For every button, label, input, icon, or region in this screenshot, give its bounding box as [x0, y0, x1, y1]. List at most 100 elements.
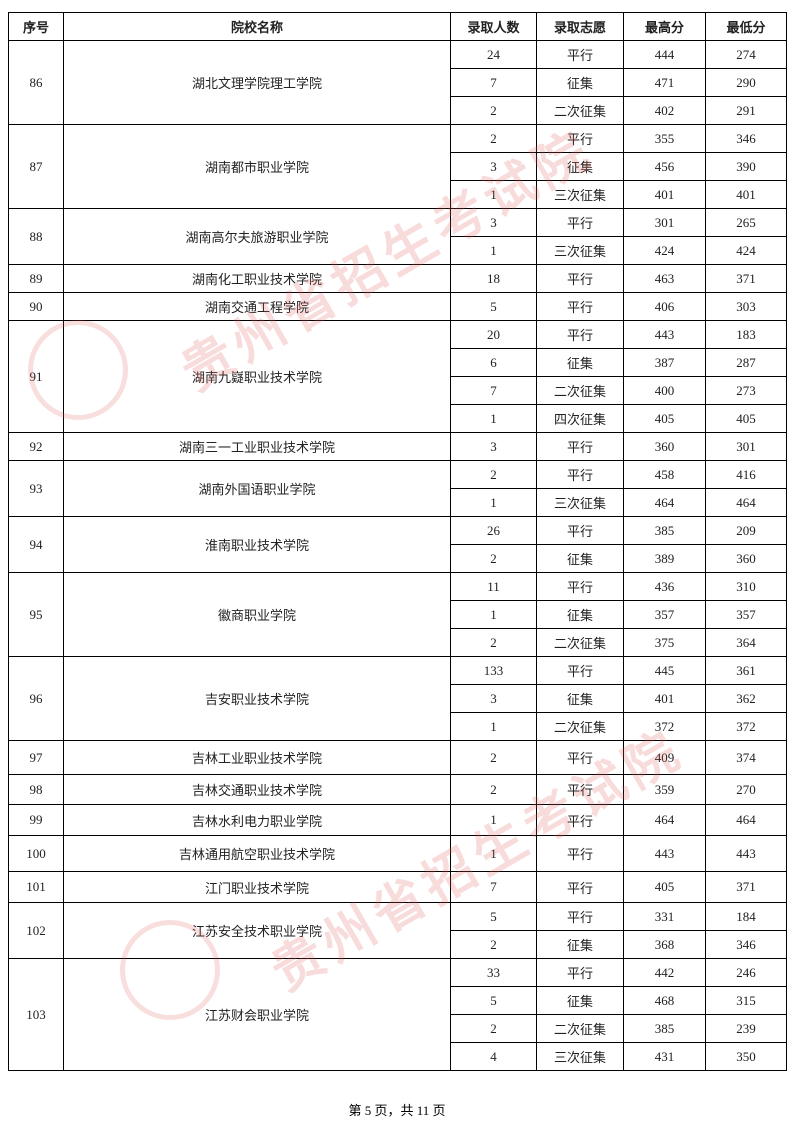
table-row: 98 吉林交通职业技术学院 2 平行 359 270	[8, 774, 787, 805]
admitted-count: 2	[450, 460, 537, 489]
table-row: 6 征集 387 287	[9, 348, 787, 377]
min-score: 464	[705, 488, 787, 517]
school-id: 96	[8, 656, 64, 741]
min-score: 315	[705, 986, 787, 1015]
table-row: 89 湖南化工职业技术学院 18 平行 463 371	[8, 264, 787, 293]
max-score: 406	[623, 292, 706, 321]
admission-round: 平行	[536, 958, 624, 987]
school-id: 99	[8, 804, 64, 836]
max-score: 405	[623, 871, 706, 903]
admitted-count: 20	[450, 320, 537, 349]
min-score: 301	[705, 432, 787, 461]
school-id: 89	[8, 264, 64, 293]
max-score: 368	[623, 930, 706, 959]
admission-round: 平行	[536, 572, 624, 601]
admission-round: 平行	[536, 432, 624, 461]
max-score: 355	[623, 124, 706, 153]
admission-round: 征集	[536, 348, 624, 377]
min-score: 291	[705, 96, 787, 125]
admitted-count: 7	[450, 376, 537, 405]
school-name: 淮南职业技术学院	[63, 516, 451, 573]
table-body: 86 湖北文理学院理工学院 24 平行 444 274 7 征集 471 290 2 二次征集 402 2…	[8, 40, 787, 1071]
table-row: 86 湖北文理学院理工学院 24 平行 444 274	[8, 40, 787, 125]
max-score: 402	[623, 96, 706, 125]
table-row: 102 江苏安全技术职业学院 5 平行 331 184	[8, 902, 787, 959]
school-name: 徽商职业学院	[63, 572, 451, 657]
max-score: 424	[623, 236, 706, 265]
min-score: 443	[705, 835, 787, 872]
admission-round: 平行	[536, 774, 624, 805]
table-row: 101 江门职业技术学院 7 平行 405 371	[8, 871, 787, 903]
table-row: 92 湖南三一工业职业技术学院 3 平行 360 301	[8, 432, 787, 461]
table-row: 1 征集 357 357	[9, 600, 787, 629]
admission-round: 三次征集	[536, 180, 624, 209]
admitted-count: 2	[450, 1014, 537, 1043]
admitted-count: 1	[450, 236, 537, 265]
min-score: 371	[705, 871, 787, 903]
school-id: 98	[8, 774, 64, 805]
admission-round: 平行	[536, 871, 624, 903]
school-name: 江苏财会职业学院	[63, 958, 451, 1071]
table-row: 87 湖南都市职业学院 2 平行 355 346	[8, 124, 787, 209]
min-score: 416	[705, 460, 787, 489]
table-row: 2 二次征集 375 364	[9, 628, 787, 657]
admitted-count: 2	[450, 774, 537, 805]
max-score: 400	[623, 376, 706, 405]
admission-round: 平行	[536, 804, 624, 836]
school-name: 吉林通用航空职业技术学院	[63, 835, 451, 872]
max-score: 444	[623, 40, 706, 69]
admission-round: 征集	[536, 986, 624, 1015]
column-header: 录取人数	[450, 12, 537, 41]
min-score: 287	[705, 348, 787, 377]
min-score: 372	[705, 712, 787, 741]
page-footer: 第 5 页，共 11 页	[348, 1103, 446, 1118]
table-row: 103 江苏财会职业学院 33 平行 442 246	[8, 958, 787, 1071]
admitted-count: 2	[450, 544, 537, 573]
table-row: 2 二次征集 385 239	[9, 1014, 787, 1043]
min-score: 371	[705, 264, 787, 293]
min-score: 390	[705, 152, 787, 181]
table-row: 4 三次征集 431 350	[9, 1042, 787, 1071]
max-score: 301	[623, 208, 706, 237]
admission-round: 平行	[536, 460, 624, 489]
table-row: 5 征集 468 315	[9, 986, 787, 1015]
admitted-count: 1	[450, 835, 537, 872]
max-score: 443	[623, 320, 706, 349]
school-id: 95	[8, 572, 64, 657]
max-score: 409	[623, 740, 706, 775]
admission-round: 平行	[536, 516, 624, 545]
max-score: 375	[623, 628, 706, 657]
table-row: 1 四次征集 405 405	[9, 404, 787, 433]
admitted-count: 2	[450, 930, 537, 959]
admitted-count: 3	[450, 152, 537, 181]
admitted-count: 1	[450, 180, 537, 209]
min-score: 357	[705, 600, 787, 629]
admitted-count: 7	[450, 68, 537, 97]
school-name: 湖南外国语职业学院	[63, 460, 451, 517]
max-score: 442	[623, 958, 706, 987]
min-score: 209	[705, 516, 787, 545]
max-score: 331	[623, 902, 706, 931]
table-row: 90 湖南交通工程学院 5 平行 406 303	[8, 292, 787, 321]
admitted-count: 3	[450, 684, 537, 713]
admitted-count: 1	[450, 600, 537, 629]
table-row: 96 吉安职业技术学院 133 平行 445 361	[8, 656, 787, 741]
min-score: 360	[705, 544, 787, 573]
admitted-count: 2	[450, 124, 537, 153]
min-score: 290	[705, 68, 787, 97]
max-score: 360	[623, 432, 706, 461]
admission-round: 平行	[536, 740, 624, 775]
min-score: 346	[705, 930, 787, 959]
admitted-count: 18	[450, 264, 537, 293]
admission-round: 平行	[536, 902, 624, 931]
school-id: 91	[8, 320, 64, 433]
admission-round: 征集	[536, 930, 624, 959]
table-row: 91 湖南九嶷职业技术学院 20 平行 443 183	[8, 320, 787, 433]
min-score: 274	[705, 40, 787, 69]
admission-round: 征集	[536, 152, 624, 181]
school-name: 湖南高尔夫旅游职业学院	[63, 208, 451, 265]
table-row: 100 吉林通用航空职业技术学院 1 平行 443 443	[8, 835, 787, 872]
min-score: 350	[705, 1042, 787, 1071]
school-id: 103	[8, 958, 64, 1071]
max-score: 463	[623, 264, 706, 293]
